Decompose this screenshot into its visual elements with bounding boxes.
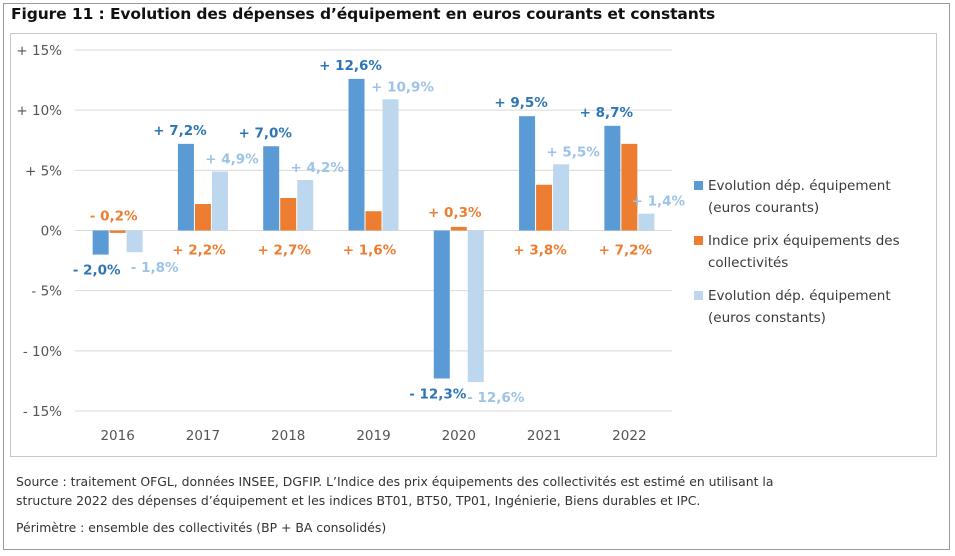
legend-item-constants: Evolution dép. équipement (euros constan… — [694, 285, 934, 329]
bar — [433, 230, 450, 379]
bar — [109, 230, 126, 233]
data-label: + 3,8% — [513, 243, 567, 259]
data-label: + 5,5% — [546, 144, 600, 160]
bar — [194, 204, 211, 231]
y-tick-label: + 5% — [25, 163, 62, 179]
data-label: + 0,3% — [428, 205, 482, 221]
data-label: - 2,0% — [73, 263, 121, 279]
data-label: - 1,8% — [131, 260, 179, 276]
bar — [638, 213, 655, 231]
x-tick-label: 2021 — [527, 428, 561, 444]
data-label: + 7,2% — [153, 123, 207, 139]
data-label: + 12,6% — [319, 58, 382, 74]
data-label: + 1,6% — [343, 243, 397, 259]
bar-chart: + 15% + 10% + 5% 0% - 5% - 10% - 15% 2016 2017 20… — [16, 43, 686, 444]
data-label: + 9,5% — [494, 95, 548, 111]
data-label: - 0,2% — [90, 209, 138, 225]
legend-label-courants-1: Evolution dép. équipement — [708, 178, 891, 194]
legend-label-indice-2: collectivités — [708, 255, 789, 271]
legend-item-indice: Indice prix équipements des collectivité… — [694, 230, 934, 274]
figure-title: Figure 11 : Evolution des dépenses d’équ… — [11, 5, 716, 23]
legend-label-constants-1: Evolution dép. équipement — [708, 288, 891, 304]
data-label: - 12,6% — [467, 390, 525, 406]
data-label: + 10,9% — [371, 79, 434, 95]
data-label: + 2,7% — [257, 243, 311, 259]
legend-label-constants-2: (euros constants) — [708, 310, 826, 326]
bar — [604, 125, 621, 231]
data-label: + 4,9% — [205, 152, 259, 168]
y-tick-label: - 15% — [23, 404, 62, 420]
data-label: + 7,0% — [238, 125, 292, 141]
data-label: + 4,2% — [290, 160, 344, 176]
bar — [621, 143, 638, 231]
data-label: + 1,4% — [632, 194, 686, 210]
bar — [553, 164, 570, 231]
source-note-line-1: Source : traitement OFGL, données INSEE,… — [16, 474, 774, 489]
data-label: + 2,2% — [172, 243, 226, 259]
bar — [450, 226, 467, 231]
bar — [536, 184, 553, 231]
data-label: + 8,7% — [580, 105, 634, 121]
bar — [177, 143, 194, 231]
bar — [519, 116, 536, 231]
perimetre-note: Périmètre : ensemble des collectivités (… — [16, 520, 387, 535]
bar — [365, 211, 382, 231]
bar — [263, 146, 280, 231]
bar — [126, 230, 143, 253]
x-tick-label: 2018 — [271, 428, 305, 444]
y-tick-label: - 5% — [31, 284, 62, 300]
x-tick-label: 2020 — [442, 428, 476, 444]
y-tick-label: - 10% — [23, 344, 62, 360]
bar — [280, 198, 297, 231]
legend-label-courants-2: (euros courants) — [708, 200, 820, 216]
legend-swatch-constants — [694, 291, 703, 300]
bar — [92, 230, 109, 255]
bar — [211, 171, 228, 231]
figure-footer: Source : traitement OFGL, données INSEE,… — [16, 472, 916, 537]
bar — [297, 179, 314, 231]
x-tick-label: 2016 — [100, 428, 134, 444]
x-tick-label: 2019 — [356, 428, 390, 444]
data-label: - 12,3% — [409, 387, 467, 403]
bar — [382, 99, 399, 231]
y-tick-label: 0% — [41, 224, 63, 240]
figure-frame — [3, 3, 950, 550]
x-tick-label: 2017 — [186, 428, 220, 444]
source-note-line-2: structure 2022 des dépenses d’équipement… — [16, 493, 701, 508]
legend-swatch-courants — [694, 181, 703, 190]
chart-area — [10, 33, 937, 457]
bar — [467, 230, 484, 383]
legend-label-indice-1: Indice prix équipements des — [708, 233, 900, 249]
data-label: + 7,2% — [599, 243, 653, 259]
bar — [348, 78, 365, 231]
legend-item-courants: Evolution dép. équipement (euros courant… — [694, 175, 934, 219]
y-tick-label: + 15% — [16, 43, 62, 59]
x-tick-label: 2022 — [612, 428, 646, 444]
y-tick-label: + 10% — [16, 103, 62, 119]
legend-swatch-indice — [694, 236, 703, 245]
